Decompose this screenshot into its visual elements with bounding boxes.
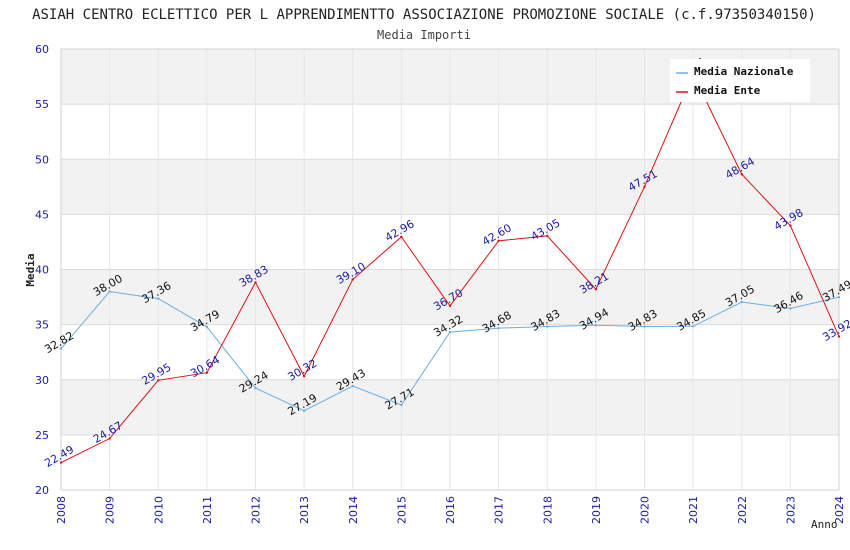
x-tick-label: 2008 [55,496,68,524]
data-point [254,281,257,284]
data-point [254,386,257,390]
x-tick-label: 2013 [298,496,311,524]
x-tick-label: 2011 [201,496,214,524]
data-point [789,224,792,227]
x-axis-label: Anno [811,518,838,531]
data-point [157,297,160,300]
x-tick-label: 2023 [784,496,797,524]
data-point [302,409,306,412]
x-tick-label: 2018 [541,496,554,524]
data-point [691,325,695,328]
y-tick-label: 60 [35,43,49,56]
legend-label-ente: Media Ente [694,84,761,97]
data-point [448,304,452,308]
data-point [740,300,743,304]
data-point [108,290,111,293]
data-point [789,307,792,310]
x-tick-label: 2020 [639,496,652,524]
data-point [837,335,841,338]
series-lines [59,73,841,464]
data-point [643,325,646,328]
data-point [497,239,500,243]
x-tick-label: 2019 [590,496,603,524]
plot-frame [60,48,840,491]
x-tick-label: 2016 [444,496,457,524]
data-point [594,288,598,291]
data-point [643,185,646,188]
y-tick-label: 55 [35,98,49,111]
gridlines [60,48,840,491]
data-point [400,403,403,407]
data-point [837,295,841,299]
data-point [351,384,354,388]
x-tick-label: 2010 [152,496,165,524]
y-tick-label: 20 [35,484,49,497]
y-axis-ticks: 20 25 30 35 40 45 50 55 60 [35,43,49,497]
data-point [594,324,598,327]
y-tick-label: 50 [35,153,49,166]
y-tick-label: 45 [35,208,49,221]
x-tick-label: 2017 [493,496,506,524]
x-tick-label: 2009 [104,496,117,524]
data-point [740,173,743,176]
x-tick-label: 2024 [833,496,846,524]
chart-subtitle: Media Importi [377,28,471,42]
data-point [351,278,354,281]
data-point [546,325,549,328]
data-point [108,437,111,440]
x-axis-ticks: 2008 2009 2010 2011 2012 2013 2014 2015 2016 2017… [55,496,846,524]
data-point [497,326,500,330]
legend-label-nazionale: Media Nazionale [694,65,794,78]
y-axis-label: Media [24,253,37,286]
y-tick-label: 40 [35,264,49,277]
data-point [205,325,209,329]
x-tick-label: 2015 [395,496,408,524]
chart-title: ASIAH CENTRO ECLETTICO PER L APPRENDIMEN… [32,7,816,23]
x-tick-label: 2021 [687,496,700,524]
data-point [59,461,63,464]
y-tick-label: 30 [35,374,49,387]
data-point [448,330,452,334]
data-point [157,379,160,382]
x-tick-label: 2014 [347,496,360,524]
data-point [400,235,403,239]
legend-box [670,59,810,102]
data-point [546,234,549,238]
data-point [302,375,306,378]
legend: Media Nazionale Media Ente [670,59,810,102]
x-tick-label: 2022 [736,496,749,524]
x-tick-label: 2012 [250,496,263,524]
data-point [59,347,63,350]
data-point [205,371,209,374]
y-tick-label: 25 [35,429,49,442]
y-tick-label: 35 [35,319,49,332]
